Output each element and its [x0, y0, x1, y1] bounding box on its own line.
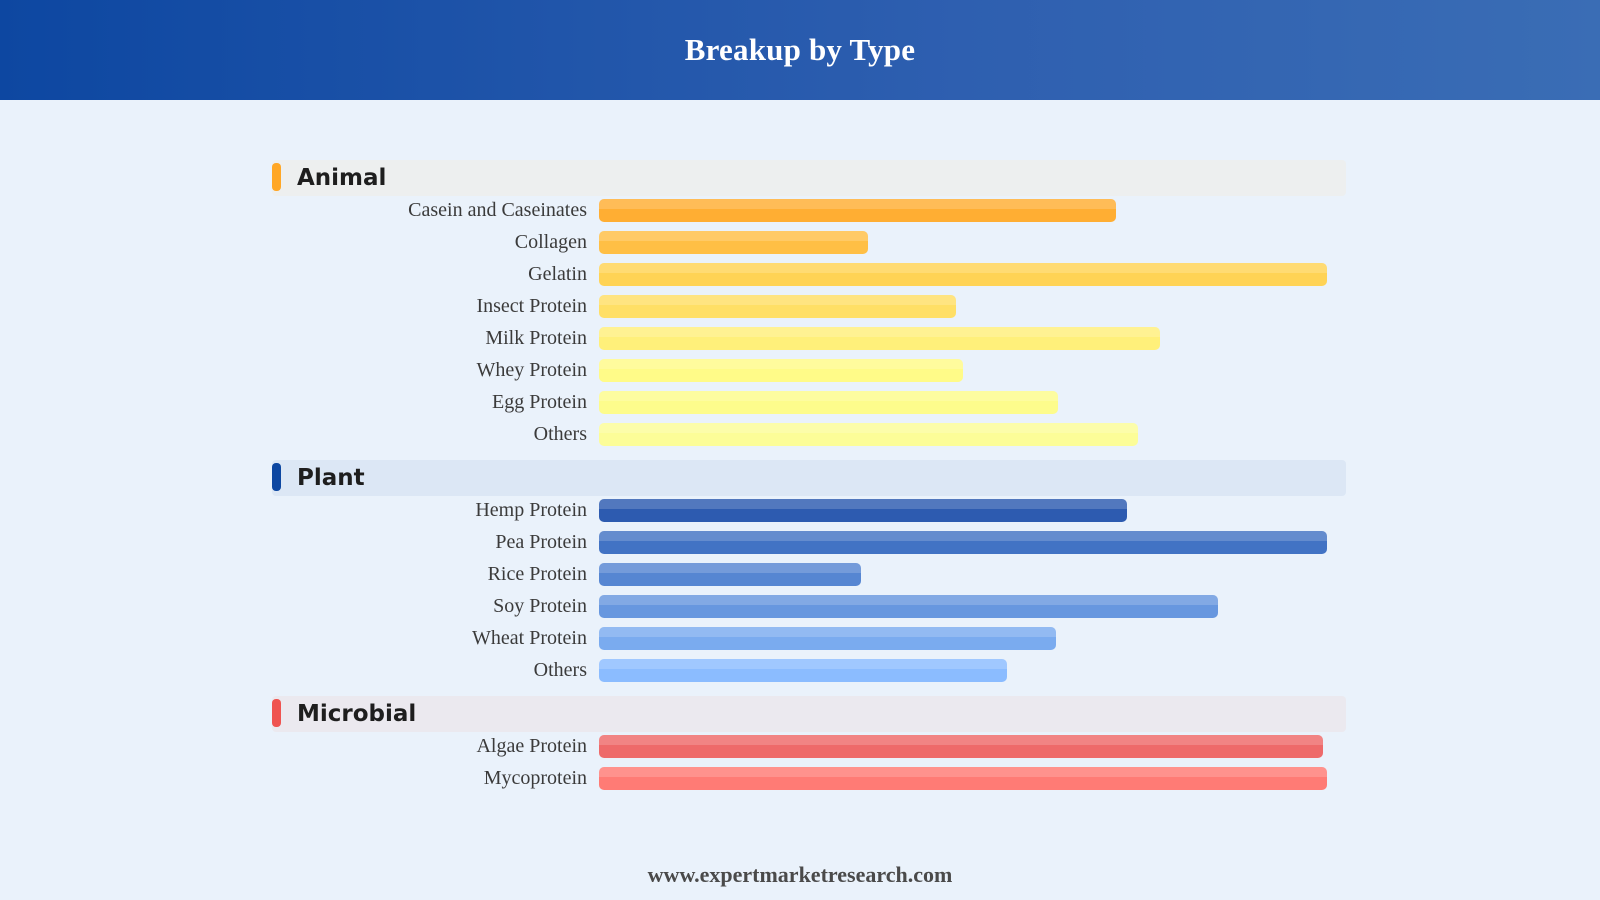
- bar-animal-insect-protein: [599, 295, 956, 318]
- bar-plant-others: [599, 659, 1007, 682]
- category-label-animal-milk-protein: Milk Protein: [485, 327, 587, 349]
- category-label-animal-casein-and-caseinates: Casein and Caseinates: [408, 199, 587, 221]
- group-label-microbial: Microbial: [297, 701, 417, 727]
- group-band-plant: [272, 460, 1346, 496]
- group-label-plant: Plant: [297, 465, 365, 491]
- category-label-plant-others: Others: [533, 659, 587, 681]
- bar-microbial-algae-protein: [599, 735, 1323, 758]
- bar-microbial-mycoprotein: [599, 767, 1327, 790]
- category-label-plant-pea-protein: Pea Protein: [495, 531, 587, 553]
- bar-animal-gelatin: [599, 263, 1327, 286]
- group-band-animal: [272, 160, 1346, 196]
- group-band-microbial: [272, 696, 1346, 732]
- category-label-plant-wheat-protein: Wheat Protein: [472, 627, 587, 649]
- group-accent-plant: [272, 463, 281, 491]
- category-label-animal-egg-protein: Egg Protein: [492, 391, 587, 413]
- category-label-microbial-mycoprotein: Mycoprotein: [483, 767, 587, 789]
- bar-plant-hemp-protein: [599, 499, 1127, 522]
- category-label-animal-others: Others: [533, 423, 587, 445]
- bar-animal-casein-and-caseinates: [599, 199, 1116, 222]
- bar-animal-collagen: [599, 231, 868, 254]
- bar-animal-whey-protein: [599, 359, 963, 382]
- source-website: www.expertmarketresearch.com: [647, 862, 953, 887]
- bar-animal-egg-protein: [599, 391, 1058, 414]
- category-label-plant-rice-protein: Rice Protein: [487, 563, 587, 585]
- group-accent-microbial: [272, 699, 281, 727]
- chart-title: Breakup by Type: [684, 32, 916, 67]
- group-label-animal: Animal: [297, 165, 387, 191]
- category-label-microbial-algae-protein: Algae Protein: [476, 735, 587, 757]
- bar-animal-others: [599, 423, 1138, 446]
- bar-animal-milk-protein: [599, 327, 1160, 350]
- group-accent-animal: [272, 163, 281, 191]
- category-label-animal-gelatin: Gelatin: [528, 263, 587, 285]
- category-label-animal-insect-protein: Insect Protein: [476, 295, 587, 317]
- category-label-plant-hemp-protein: Hemp Protein: [475, 499, 587, 521]
- category-label-plant-soy-protein: Soy Protein: [493, 595, 587, 617]
- category-label-animal-whey-protein: Whey Protein: [476, 359, 587, 381]
- bar-plant-pea-protein: [599, 531, 1327, 554]
- category-label-animal-collagen: Collagen: [514, 231, 587, 253]
- bar-plant-rice-protein: [599, 563, 861, 586]
- chart-header: Breakup by Type: [0, 0, 1600, 100]
- bar-plant-soy-protein: [599, 595, 1218, 618]
- bar-plant-wheat-protein: [599, 627, 1056, 650]
